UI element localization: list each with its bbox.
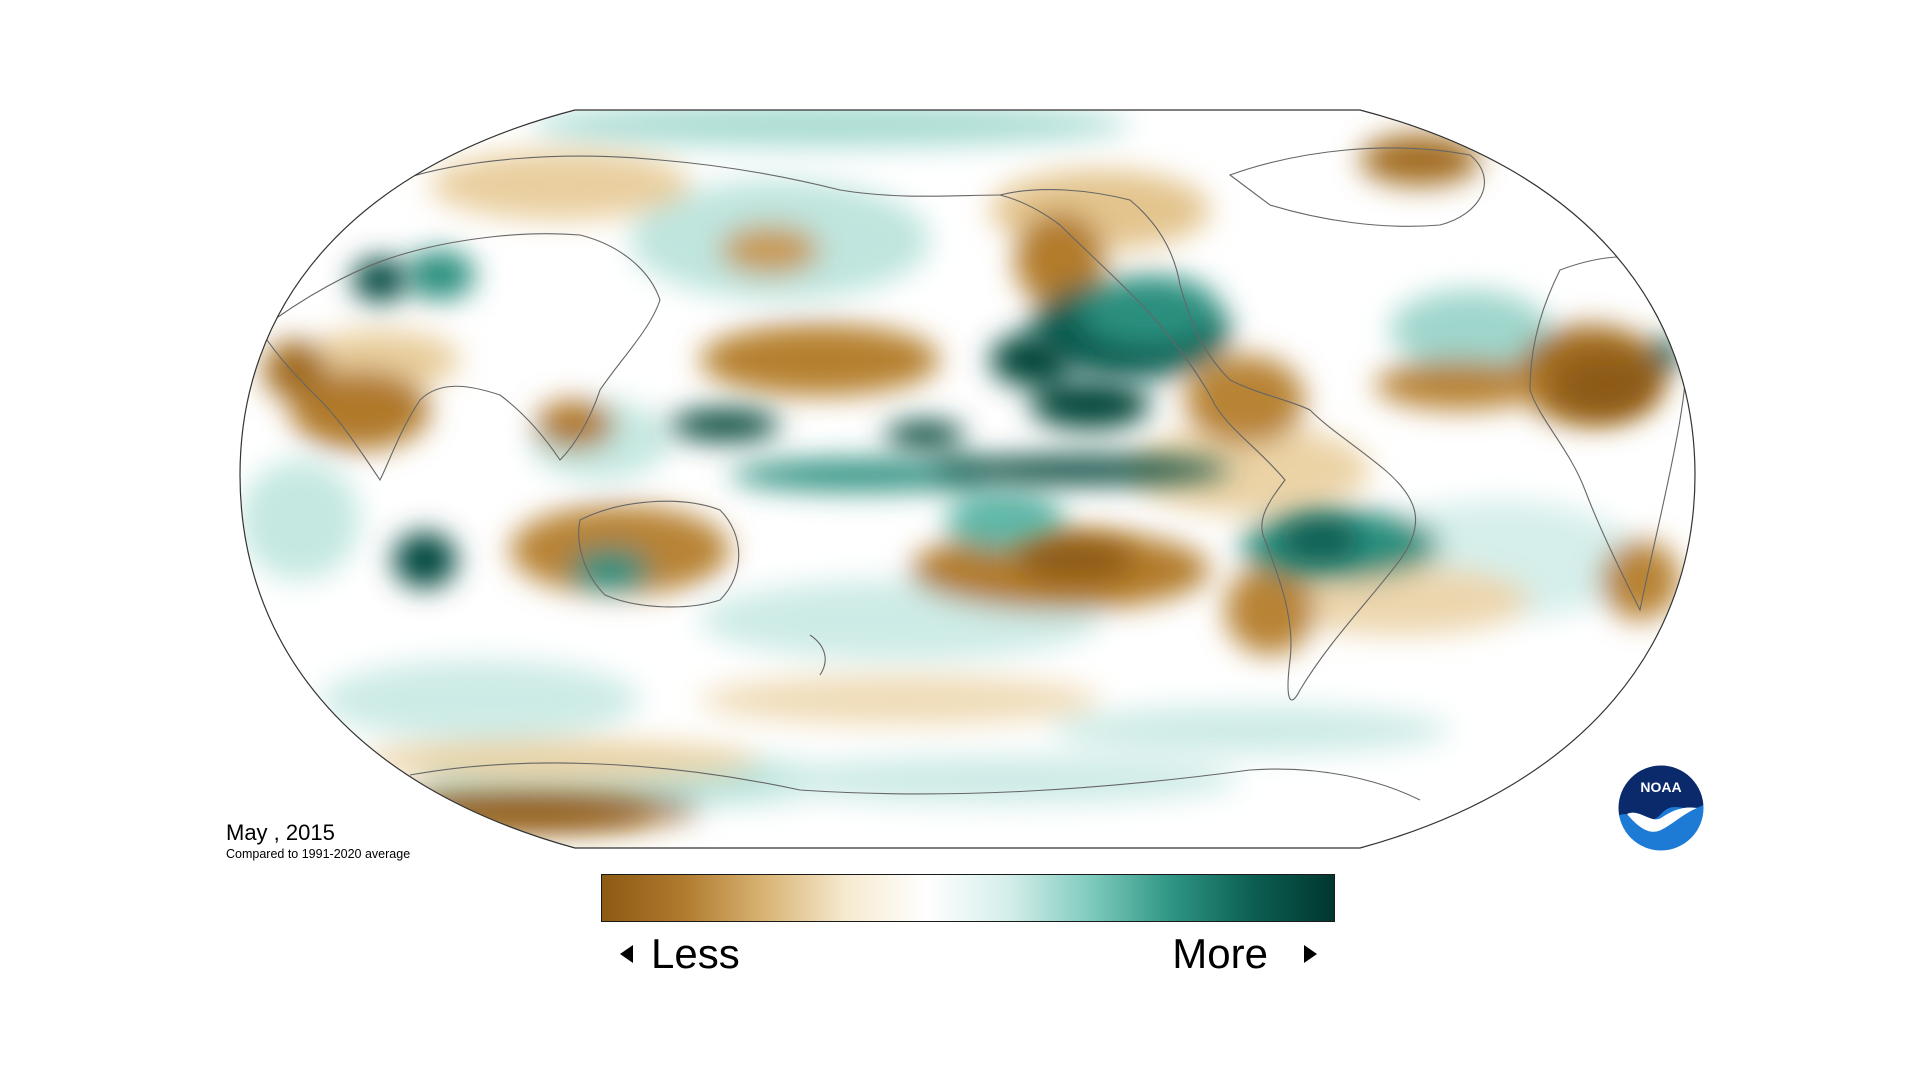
legend-more: More bbox=[1172, 930, 1317, 978]
australia-coastline bbox=[578, 500, 740, 608]
logo-text: NOAA bbox=[1640, 779, 1681, 795]
anomaly-blobs bbox=[240, 110, 1680, 828]
siberia-light-dry bbox=[430, 150, 690, 220]
antarctica-coastline bbox=[409, 762, 1421, 801]
logo-ring bbox=[1617, 764, 1705, 852]
east-africa-dry bbox=[263, 340, 327, 400]
strong-anomaly-cores bbox=[352, 258, 1679, 827]
s-africa-dry bbox=[1600, 540, 1680, 620]
amazon-light-dry bbox=[1130, 425, 1370, 515]
arctic-coastline bbox=[399, 155, 1001, 197]
dateline-wet-core bbox=[885, 421, 965, 449]
caspian-wet-core bbox=[352, 258, 408, 302]
right-arrow-icon bbox=[1304, 945, 1317, 963]
alaska-dry bbox=[1015, 212, 1105, 308]
kamchatka-dry bbox=[720, 225, 820, 275]
arabia-dry bbox=[290, 370, 430, 450]
indian-ocean-wet-core bbox=[393, 532, 457, 588]
americas-coastline bbox=[999, 189, 1417, 701]
sahara-dry-core bbox=[1555, 355, 1655, 415]
andes-dry bbox=[1225, 565, 1315, 655]
ne-pacific-wet-core-a bbox=[990, 334, 1070, 386]
arctic-wet-band bbox=[530, 110, 1130, 147]
colorbar bbox=[601, 874, 1335, 922]
left-arrow-icon bbox=[620, 945, 633, 963]
western-us-wet bbox=[1080, 275, 1220, 345]
logo-top bbox=[1618, 765, 1704, 820]
itcz-wet-core bbox=[930, 456, 1230, 484]
new-zealand-coastline bbox=[809, 634, 826, 676]
southern-light-dry bbox=[700, 675, 1100, 725]
s-america-wet-core bbox=[1280, 518, 1360, 562]
equatorial-wet-band bbox=[730, 459, 990, 491]
w-australia-wet bbox=[570, 548, 650, 592]
central-asia-wet bbox=[405, 250, 475, 300]
greenland-arctic-coastline bbox=[1228, 147, 1485, 227]
anomaly-field bbox=[240, 110, 1695, 848]
s-atlantic-light-dry bbox=[1270, 565, 1530, 635]
baseline-label: Compared to 1991-2020 average bbox=[226, 847, 411, 861]
date-label: May , 2015 bbox=[226, 820, 335, 845]
atlantic-dry bbox=[1375, 360, 1545, 410]
legend-more-label: More bbox=[1172, 930, 1268, 977]
antarctic-light-dry bbox=[360, 740, 760, 780]
n-atlantic-wet bbox=[1390, 290, 1550, 370]
w-pacific-wet-core bbox=[670, 409, 780, 441]
southern-light-wet bbox=[1050, 706, 1450, 754]
eurasia-coastline bbox=[259, 233, 661, 482]
globe-outline bbox=[239, 109, 1696, 849]
n-pacific-dry bbox=[700, 324, 940, 396]
southern-wet-band bbox=[760, 756, 1240, 804]
legend-less: Less bbox=[620, 930, 740, 978]
seagull-icon bbox=[1627, 807, 1697, 832]
central-pacific-wet bbox=[945, 490, 1065, 550]
ne-pacific-wet-core-b bbox=[1030, 381, 1150, 429]
sw-light-wet bbox=[320, 660, 640, 740]
s-pacific-dry-core bbox=[1015, 540, 1135, 580]
w-indian-light-wet bbox=[240, 460, 360, 580]
legend-less-label: Less bbox=[651, 930, 740, 977]
greenland-dry bbox=[1360, 134, 1480, 186]
indochina-dry bbox=[535, 400, 615, 450]
noaa-logo: NOAA bbox=[1617, 764, 1705, 852]
gulf-dry bbox=[1185, 355, 1305, 445]
antarctic-dry-core bbox=[390, 803, 650, 827]
